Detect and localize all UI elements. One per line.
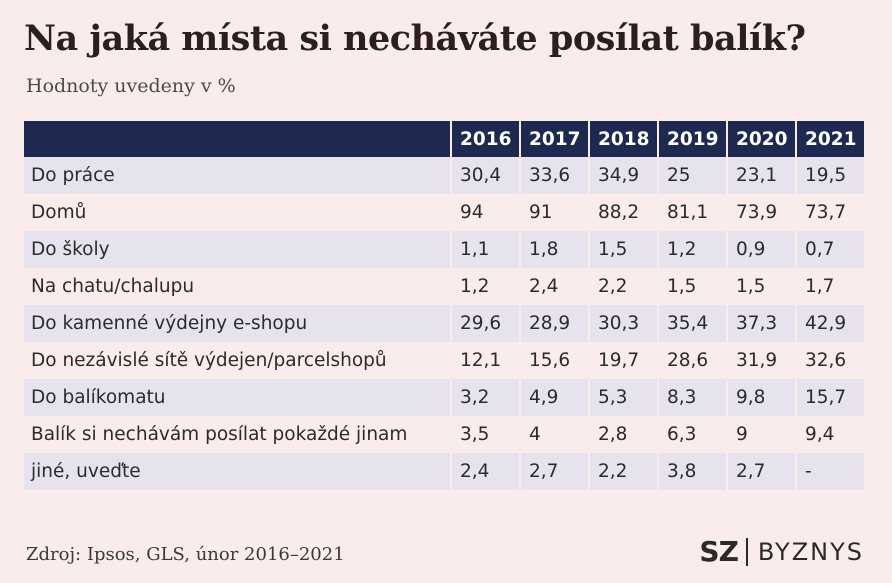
row-label: Do nezávislé sítě výdejen/parcelshopů xyxy=(31,350,387,371)
row-label: Balík si nechávám posílat pokaždé jinam xyxy=(31,424,408,445)
cell-value-2018: 2,8 xyxy=(598,424,628,445)
cell-value-2019: 81,1 xyxy=(667,202,709,223)
cell-value-2020: 0,9 xyxy=(726,231,795,268)
cell-value-2018: 34,9 xyxy=(588,157,657,194)
column-header-2020: 2020 xyxy=(726,121,795,157)
cell-value-2019: 1,5 xyxy=(667,276,697,297)
cell-value-2019: 1,2 xyxy=(657,231,726,268)
column-header-2017: 2017 xyxy=(519,121,588,157)
column-header-2016: 2016 xyxy=(450,121,519,157)
cell-value-2021: 9,4 xyxy=(805,424,835,445)
source-note: Zdroj: Ipsos, GLS, únor 2016–2021 xyxy=(26,544,345,565)
cell-value-2019: 3,8 xyxy=(657,453,726,490)
cell-value-2017: 4 xyxy=(529,424,541,445)
cell-value-2021: 19,5 xyxy=(795,157,864,194)
cell-value-2017: 1,8 xyxy=(519,231,588,268)
table-row: Do školy 1,1 1,8 1,5 1,2 0,9 0,7 xyxy=(24,231,864,268)
table-header: 2016 2017 2018 2019 2020 2021 xyxy=(24,121,864,157)
cell-value-2019: 25 xyxy=(657,157,726,194)
table-row: Do nezávislé sítě výdejen/parcelshopů 12,… xyxy=(24,342,864,379)
cell-value-2016: 12,1 xyxy=(460,350,502,371)
cell-value-2016: 29,6 xyxy=(450,305,519,342)
cell-value-2021: - xyxy=(795,453,864,490)
logo-primary: SZ xyxy=(699,535,738,568)
table-row: Do balíkomatu 3,2 4,9 5,3 8,3 9,8 15,7 xyxy=(24,379,864,416)
cell-value-2020: 2,7 xyxy=(726,453,795,490)
chart-subtitle: Hodnoty uvedeny v % xyxy=(26,75,236,97)
cell-value-2018: 19,7 xyxy=(598,350,640,371)
cell-value-2017: 28,9 xyxy=(519,305,588,342)
cell-value-2020: 31,9 xyxy=(736,350,778,371)
cell-value-2016: 1,1 xyxy=(450,231,519,268)
cell-value-2019: 28,6 xyxy=(667,350,709,371)
table-row: Domů 94 91 88,2 81,1 73,9 73,7 xyxy=(24,194,864,231)
chart-title: Na jaká místa si necháváte posílat balík… xyxy=(24,18,806,59)
header-row: 2016 2017 2018 2019 2020 2021 xyxy=(24,121,864,157)
row-label: Do práce xyxy=(24,157,450,194)
cell-value-2020: 37,3 xyxy=(726,305,795,342)
cell-value-2018: 2,2 xyxy=(588,453,657,490)
logo-secondary: BYZNYS xyxy=(757,537,864,566)
cell-value-2020: 9 xyxy=(736,424,748,445)
cell-value-2019: 8,3 xyxy=(657,379,726,416)
cell-value-2016: 3,5 xyxy=(460,424,490,445)
column-header-2019: 2019 xyxy=(657,121,726,157)
row-label: jiné, uveďte xyxy=(24,453,450,490)
sz-byznys-logo: SZ BYZNYS xyxy=(699,535,864,568)
cell-value-2019: 6,3 xyxy=(667,424,697,445)
cell-value-2018: 30,3 xyxy=(588,305,657,342)
cell-value-2021: 1,7 xyxy=(805,276,835,297)
cell-value-2018: 1,5 xyxy=(588,231,657,268)
cell-value-2016: 3,2 xyxy=(450,379,519,416)
cell-value-2020: 23,1 xyxy=(726,157,795,194)
cell-value-2021: 15,7 xyxy=(795,379,864,416)
cell-value-2016: 94 xyxy=(460,202,484,223)
cell-value-2016: 30,4 xyxy=(450,157,519,194)
cell-value-2020: 9,8 xyxy=(726,379,795,416)
cell-value-2021: 32,6 xyxy=(805,350,847,371)
cell-value-2017: 91 xyxy=(529,202,553,223)
logo-separator xyxy=(745,537,748,566)
data-table: 2016 2017 2018 2019 2020 2021 Do práce 30,4 33,… xyxy=(24,121,864,490)
row-label: Do kamenné výdejny e-shopu xyxy=(24,305,450,342)
cell-value-2020: 1,5 xyxy=(736,276,766,297)
header-label-cell xyxy=(24,121,450,157)
column-header-2021: 2021 xyxy=(795,121,864,157)
cell-value-2018: 2,2 xyxy=(598,276,628,297)
table-row: Do kamenné výdejny e-shopu 29,6 28,9 30,3 35… xyxy=(24,305,864,342)
cell-value-2017: 15,6 xyxy=(529,350,571,371)
cell-value-2016: 1,2 xyxy=(460,276,490,297)
column-header-2018: 2018 xyxy=(588,121,657,157)
cell-value-2021: 0,7 xyxy=(795,231,864,268)
row-label: Do balíkomatu xyxy=(24,379,450,416)
table-row: Do práce 30,4 33,6 34,9 25 23,1 19,5 xyxy=(24,157,864,194)
cell-value-2018: 5,3 xyxy=(588,379,657,416)
cell-value-2017: 2,4 xyxy=(529,276,559,297)
table-row: Na chatu/chalupu 1,2 2,4 2,2 1,5 1,5 1,7 xyxy=(24,268,864,305)
cell-value-2017: 2,7 xyxy=(519,453,588,490)
cell-value-2020: 73,9 xyxy=(736,202,778,223)
row-label: Do školy xyxy=(24,231,450,268)
row-label: Domů xyxy=(31,202,87,223)
table-body: Do práce 30,4 33,6 34,9 25 23,1 19,5 Domů 94 91 88… xyxy=(24,157,864,490)
cell-value-2017: 33,6 xyxy=(519,157,588,194)
cell-value-2021: 42,9 xyxy=(795,305,864,342)
cell-value-2021: 73,7 xyxy=(805,202,847,223)
cell-value-2016: 2,4 xyxy=(450,453,519,490)
table-row: jiné, uveďte 2,4 2,7 2,2 3,8 2,7- xyxy=(24,453,864,490)
row-label: Na chatu/chalupu xyxy=(31,276,195,297)
table-row: Balík si nechávám posílat pokaždé jinam 3… xyxy=(24,416,864,453)
cell-value-2017: 4,9 xyxy=(519,379,588,416)
cell-value-2019: 35,4 xyxy=(657,305,726,342)
cell-value-2018: 88,2 xyxy=(598,202,640,223)
